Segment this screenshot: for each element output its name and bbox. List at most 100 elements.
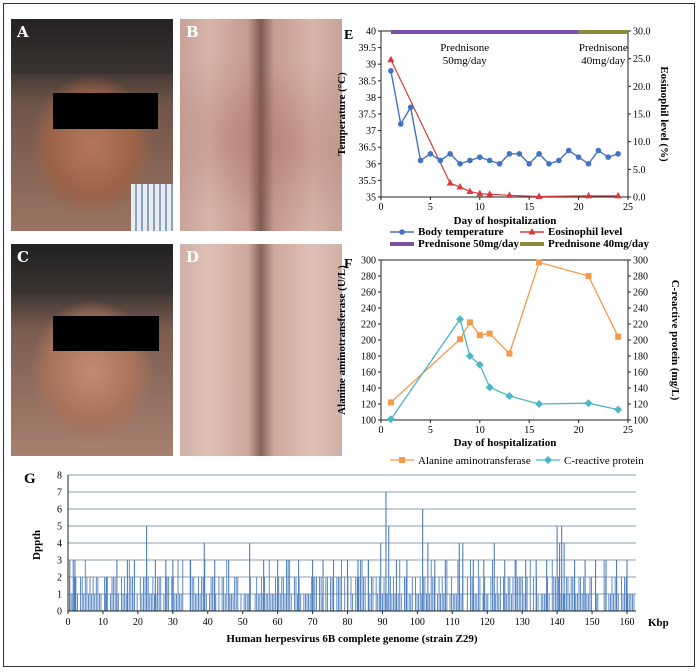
- tick-label-y-e: 37.5: [359, 110, 377, 121]
- tick-label-x-e: 0: [379, 202, 384, 213]
- photo-face-after: C: [11, 244, 173, 456]
- eosinophil-point: [584, 191, 592, 199]
- legend-marker: [528, 228, 536, 235]
- photo-legs-after: D: [180, 244, 342, 456]
- tick-label-x-g: 150: [585, 617, 600, 628]
- tick-label-x-g: 90: [377, 617, 387, 628]
- alt-point: [476, 332, 483, 339]
- tick-label-y-f: 180: [361, 352, 376, 363]
- axis-label-x-e: Day of hospitalization: [454, 215, 557, 227]
- alt-point: [585, 273, 592, 279]
- figure-frame: [3, 3, 695, 667]
- temperature-point: [546, 161, 552, 167]
- tick-label-y-g: 5: [57, 522, 62, 533]
- tick-label-y2-f: 120: [633, 400, 648, 411]
- tick-label-x-g: 120: [480, 617, 495, 628]
- panel-label-c: C: [17, 248, 29, 266]
- treatment-label: 40mg/day: [581, 55, 625, 67]
- tick-label-y2-f: 300: [633, 256, 648, 267]
- tick-label-y-g: 8: [57, 471, 62, 482]
- axis-label-y2-f: C-reactive protein (mg/L): [669, 280, 681, 401]
- temperature-point: [575, 154, 582, 160]
- tick-label-x-g: 110: [445, 617, 460, 628]
- temperature-point: [486, 157, 493, 164]
- tick-label-y2-e: 5.0: [633, 165, 646, 176]
- tick-label-x-f: 5: [428, 425, 433, 436]
- series-line-alt: [390, 261, 619, 403]
- tick-label-y-g: 6: [57, 505, 62, 516]
- tick-label-y-e: 40: [366, 27, 376, 38]
- temperature-point: [457, 161, 463, 167]
- legend-entry: Prednisone 50mg/day: [418, 238, 519, 250]
- alt-point: [486, 330, 493, 337]
- tick-label-y2-f: 160: [633, 368, 648, 379]
- axis-label-x-f: Day of hospitalization: [454, 437, 557, 449]
- axis-label-x-g: Human herpesvirus 6B complete genome (st…: [226, 633, 477, 645]
- tick-label-x-g: 0: [66, 617, 71, 628]
- tick-label-y-e: 39: [366, 60, 376, 71]
- chart-g: 0 1 2 3 4 5 6 7 8 0 10 20 30 40 50 60 70 80 90 100 110 120 13…: [31, 471, 669, 646]
- treatment-bar: [578, 30, 628, 34]
- treatment-label: Prednisone: [579, 42, 628, 54]
- tick-label-y-e: 36.5: [359, 143, 377, 154]
- alt-point: [536, 259, 543, 266]
- tick-label-x-f: 0: [379, 425, 384, 436]
- eosinophil-point: [466, 187, 474, 194]
- axis-label-y2-e: Eosinophil level (%): [658, 66, 670, 162]
- crp-point: [614, 405, 623, 414]
- panel-label-a: A: [17, 23, 29, 41]
- plot-area-f: [380, 259, 629, 421]
- treatment-bar: [390, 30, 579, 34]
- tick-label-y-f: 260: [361, 288, 376, 299]
- tick-label-y-e: 38.5: [359, 76, 377, 87]
- tick-label-y2-e: 10.0: [633, 137, 651, 148]
- series-line-eosinophil: [390, 59, 619, 198]
- tick-label-y-f: 100: [361, 416, 376, 427]
- alt-point: [506, 350, 513, 357]
- crp-point: [584, 399, 593, 408]
- tick-label-x-g: 100: [410, 617, 425, 628]
- series-line-temperature: [390, 70, 619, 165]
- tick-label-y-f: 220: [361, 320, 376, 331]
- axis-unit-g: Kbp: [648, 617, 669, 629]
- eosinophil-point: [476, 189, 484, 197]
- temperature-point: [565, 147, 572, 154]
- eosinophil-point: [505, 191, 513, 198]
- tick-label-y-e: 37: [366, 126, 376, 137]
- temperature-point: [407, 104, 414, 111]
- crp-point: [456, 315, 465, 324]
- treatment-label: Prednisone: [440, 42, 489, 54]
- tick-label-x-g: 50: [238, 617, 248, 628]
- tick-label-y2-e: 25.0: [633, 54, 651, 65]
- tick-label-y-g: 2: [57, 573, 62, 584]
- tick-label-x-e: 5: [428, 202, 433, 213]
- tick-label-x-e: 20: [574, 202, 584, 213]
- tick-label-x-g: 10: [98, 617, 108, 628]
- temperature-point: [467, 157, 473, 164]
- tick-label-y-f: 200: [361, 336, 376, 347]
- tick-label-y2-f: 220: [633, 320, 648, 331]
- temperature-point: [437, 157, 444, 164]
- tick-label-x-e: 10: [475, 202, 485, 213]
- temperature-point: [388, 68, 394, 74]
- legend-entry: Body temperature: [418, 226, 504, 238]
- eosinophil-point: [535, 192, 543, 199]
- temperature-point: [526, 161, 532, 167]
- tick-label-y-e: 36: [366, 159, 376, 170]
- tick-label-x-f: 10: [475, 425, 485, 436]
- tick-label-x-g: 130: [515, 617, 530, 628]
- tick-label-y2-f: 100: [633, 416, 648, 427]
- crp-point: [535, 400, 544, 408]
- temperature-point: [536, 151, 542, 157]
- tick-label-y-e: 35.5: [359, 176, 377, 187]
- censor-bar: [53, 93, 158, 129]
- treatment-label: 50mg/day: [443, 55, 487, 67]
- eosinophil-point: [446, 179, 454, 186]
- tick-label-y-g: 1: [57, 590, 62, 601]
- alt-point: [466, 319, 473, 326]
- crp-point: [465, 352, 474, 360]
- tick-label-y-f: 160: [361, 368, 376, 379]
- temperature-point: [585, 161, 592, 167]
- eosinophil-point: [486, 190, 494, 197]
